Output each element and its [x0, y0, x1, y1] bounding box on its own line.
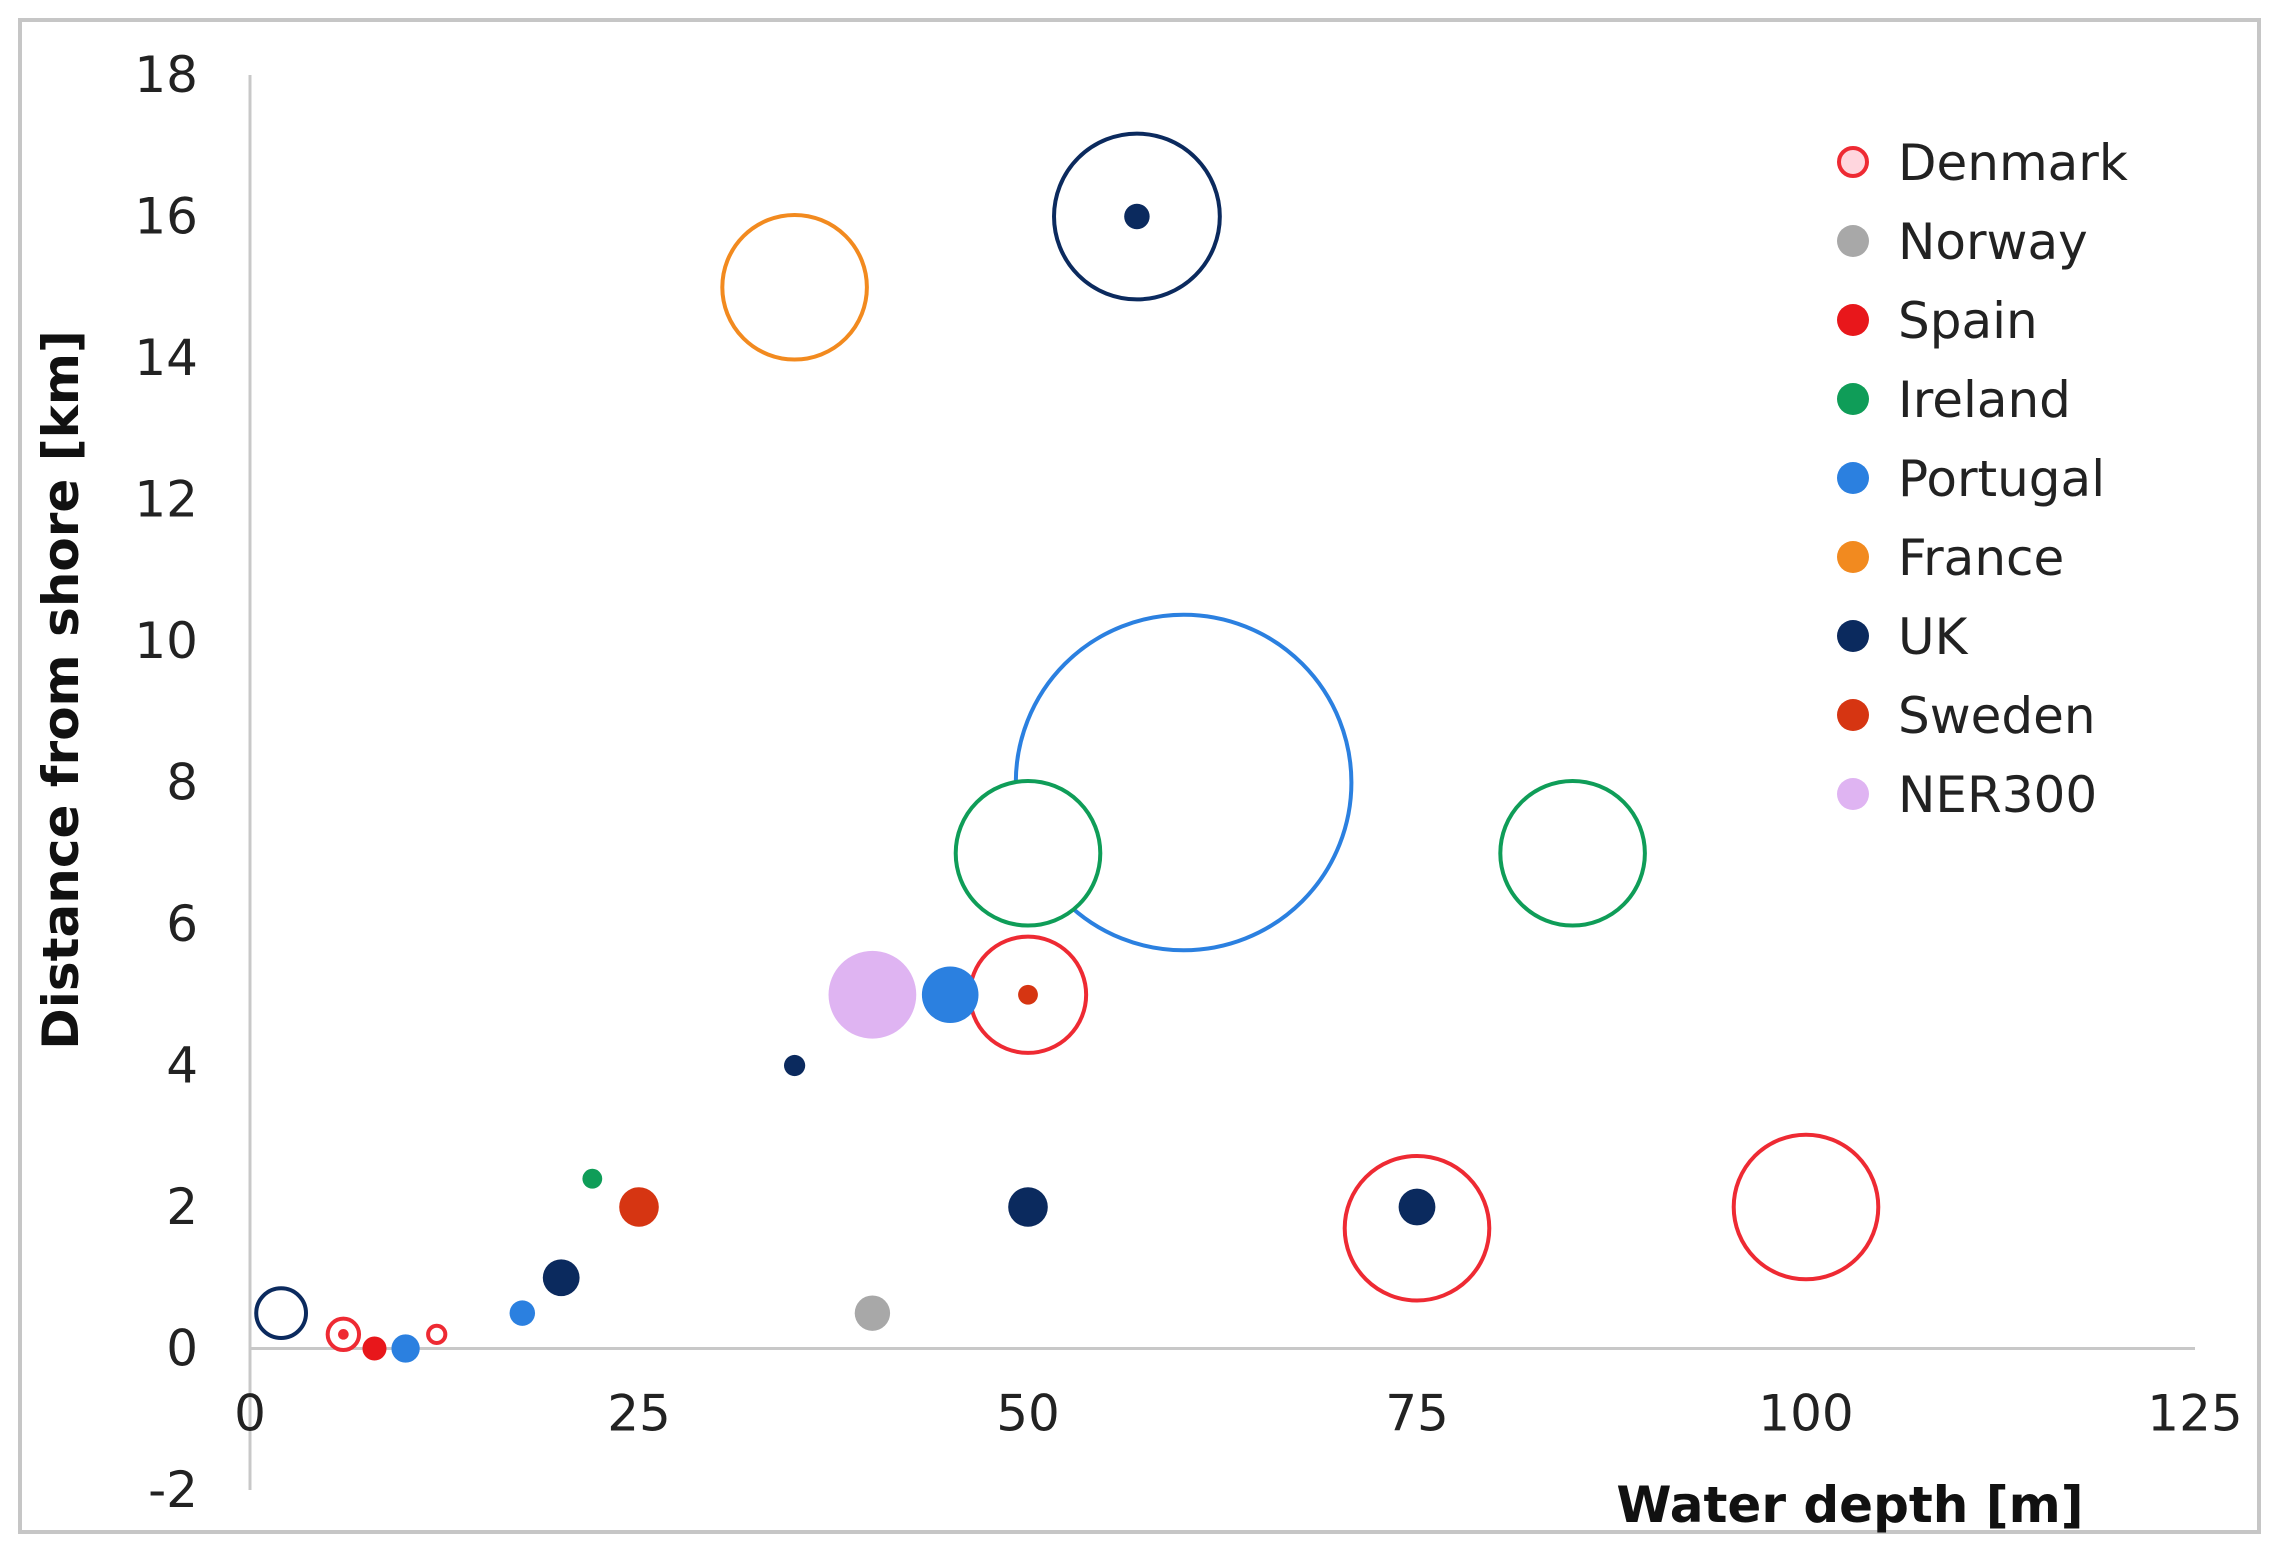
x-tick-label: 0	[234, 1385, 266, 1443]
legend-label-spain: Spain	[1898, 292, 2038, 350]
denmark-bubble	[426, 1323, 448, 1345]
legend-marker-denmark	[1837, 146, 1869, 178]
uk-bubble	[1008, 1187, 1048, 1227]
ner300-bubble	[828, 950, 917, 1039]
y-tick-label: 12	[134, 471, 198, 529]
y-axis-title: Distance from shore [km]	[32, 330, 90, 1050]
y-tick-label: 2	[166, 1178, 198, 1236]
legend-label-uk: UK	[1898, 608, 1969, 666]
ireland-bubble	[1498, 778, 1647, 928]
ireland-bubble	[953, 778, 1103, 928]
legend-label-norway: Norway	[1898, 213, 2088, 271]
denmark-bubble-center	[338, 1329, 349, 1340]
x-axis-title: Water depth [m]	[1616, 1476, 2083, 1534]
legend-marker-uk	[1837, 620, 1869, 652]
legend-label-portugal: Portugal	[1898, 450, 2105, 508]
legend-label-ner300: NER300	[1898, 766, 2097, 824]
legend-marker-portugal	[1837, 462, 1869, 494]
axes: -2 0 2 4 6 8 10 12 14 16 18 0 25 50 75 100 125	[134, 46, 2242, 1519]
legend-marker-sweden	[1837, 699, 1869, 731]
norway-bubble	[854, 1295, 891, 1331]
legend-marker-norway	[1837, 225, 1869, 257]
portugal-bubble	[391, 1334, 420, 1363]
legend: Denmark Norway Spain Ireland Portugal France U…	[1837, 134, 2128, 824]
legend-marker-france	[1837, 541, 1869, 573]
uk-bubble	[542, 1259, 580, 1297]
ireland-bubble	[582, 1168, 603, 1189]
sweden-bubble	[619, 1187, 659, 1227]
portugal-bubble	[509, 1300, 536, 1326]
denmark-bubble	[1731, 1132, 1881, 1282]
legend-label-sweden: Sweden	[1898, 687, 2096, 745]
x-tick-label: 125	[2147, 1385, 2242, 1443]
spain-bubble	[362, 1336, 387, 1361]
uk-bubble	[254, 1286, 309, 1341]
legend-marker-spain	[1837, 304, 1869, 336]
legend-label-ireland: Ireland	[1898, 371, 2071, 429]
x-tick-label: 25	[607, 1385, 671, 1443]
chart-frame	[18, 18, 2261, 1534]
legend-marker-ner300	[1837, 778, 1869, 810]
x-tick-label: 75	[1385, 1385, 1449, 1443]
legend-label-denmark: Denmark	[1898, 134, 2128, 192]
y-tick-label: 16	[134, 188, 198, 246]
sweden-bubble	[1018, 984, 1038, 1005]
uk-bubble	[1124, 203, 1150, 230]
y-tick-label: 18	[134, 46, 198, 104]
y-tick-label: -2	[148, 1461, 198, 1519]
x-tick-label: 100	[1758, 1385, 1853, 1443]
y-tick-label: 14	[134, 329, 198, 387]
uk-bubble	[1398, 1188, 1436, 1226]
y-tick-label: 0	[166, 1320, 198, 1378]
bubbles	[254, 131, 1881, 1363]
france-bubble	[720, 212, 869, 362]
uk-bubble	[783, 1054, 806, 1077]
legend-label-france: France	[1898, 529, 2064, 587]
y-tick-label: 8	[166, 754, 198, 812]
y-tick-label: 10	[134, 612, 198, 670]
y-tick-label: 6	[166, 895, 198, 953]
y-tick-label: 4	[166, 1037, 198, 1095]
portugal-bubble	[921, 966, 979, 1024]
x-tick-label: 50	[996, 1385, 1060, 1443]
denmark-bubble	[1342, 1153, 1492, 1303]
legend-marker-ireland	[1837, 383, 1869, 415]
